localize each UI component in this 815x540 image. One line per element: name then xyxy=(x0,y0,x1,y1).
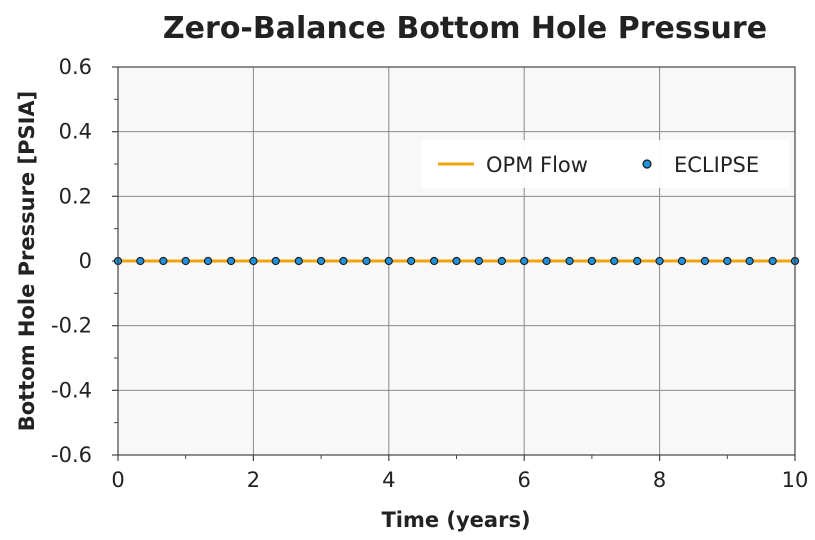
plot-frame xyxy=(117,66,796,456)
x-tick-label: 10 xyxy=(782,468,809,492)
eclipse-point xyxy=(430,256,439,266)
x-tick-label: 0 xyxy=(111,468,124,492)
x-tick-label: 6 xyxy=(518,468,531,492)
chart-title: Zero-Balance Bottom Hole Pressure xyxy=(163,11,767,46)
y-tick-label: 0.2 xyxy=(59,184,92,208)
legend-eclipse-marker xyxy=(642,159,652,169)
eclipse-point xyxy=(406,256,416,266)
eclipse-point xyxy=(587,256,597,266)
tick-labels: 0 2 4 6 8 10 0.6 0.4 0.2 0 -0.2 -0.4 -0.6 xyxy=(51,55,808,492)
y-tick-label: 0.4 xyxy=(59,120,92,144)
legend: OPM Flow ECLIPSE xyxy=(422,140,789,188)
series-layer xyxy=(113,256,800,266)
y-tick-label: -0.4 xyxy=(51,378,92,402)
eclipse-point xyxy=(136,256,145,266)
eclipse-point xyxy=(677,256,687,266)
y-axis-label: Bottom Hole Pressure [PSIA] xyxy=(15,91,39,432)
eclipse-point xyxy=(745,256,754,266)
eclipse-point xyxy=(226,256,236,266)
x-tick-label: 4 xyxy=(382,468,395,492)
y-tick-label: -0.2 xyxy=(51,314,92,338)
x-tick-label: 8 xyxy=(653,468,666,492)
eclipse-point xyxy=(316,256,326,266)
legend-box xyxy=(422,140,789,188)
eclipse-point xyxy=(520,256,529,266)
eclipse-point xyxy=(474,256,483,266)
legend-opm-label: OPM Flow xyxy=(486,153,588,177)
eclipse-point xyxy=(565,256,574,266)
eclipse-point xyxy=(542,256,551,266)
eclipse-point xyxy=(159,256,168,266)
y-tick-label: 0 xyxy=(79,249,92,273)
eclipse-point xyxy=(633,256,642,266)
eclipse-point xyxy=(655,256,664,266)
eclipse-point xyxy=(362,256,371,266)
y-tick-label: -0.6 xyxy=(51,443,92,467)
eclipse-point xyxy=(768,256,777,266)
eclipse-point xyxy=(249,256,258,266)
y-tick-label: 0.6 xyxy=(59,55,92,79)
eclipse-point xyxy=(384,256,393,266)
eclipse-point xyxy=(339,256,348,266)
eclipse-point xyxy=(452,256,461,266)
x-axis-label: Time (years) xyxy=(381,508,530,532)
eclipse-point xyxy=(497,256,507,266)
eclipse-point xyxy=(294,256,303,266)
legend-eclipse-label: ECLIPSE xyxy=(674,153,759,177)
eclipse-point xyxy=(181,256,190,266)
eclipse-point xyxy=(203,256,213,266)
eclipse-point xyxy=(723,256,732,266)
eclipse-point xyxy=(271,256,280,266)
x-tick-label: 2 xyxy=(247,468,260,492)
eclipse-point xyxy=(700,256,710,266)
eclipse-point xyxy=(610,256,619,266)
